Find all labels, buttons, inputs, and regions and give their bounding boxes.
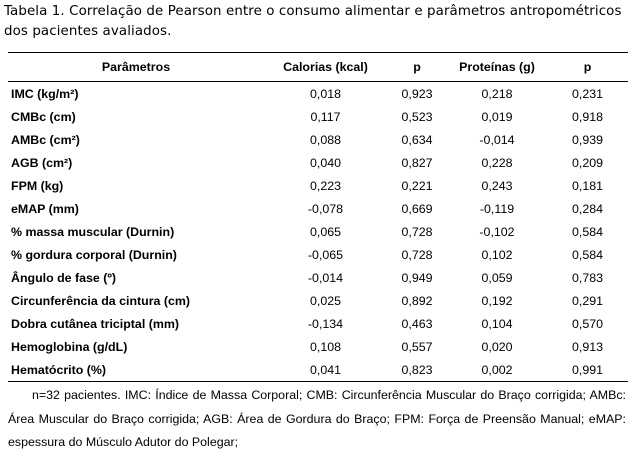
cell-proteinas: 0,020 — [481, 339, 513, 354]
table-row: FPM (kg) 0,223 0,221 0,243 0,181 — [8, 174, 628, 197]
header-row: Parâmetros Calorias (kcal) p Proteínas (… — [8, 52, 628, 82]
cell-parametro: Hemoglobina (g/dL) — [11, 339, 128, 354]
cell-p-proteinas: 0,913 — [571, 339, 603, 354]
cell-calorias: 0,108 — [309, 339, 341, 354]
cell-calorias: 0,018 — [309, 86, 341, 101]
header-calorias: Calorias (kcal) — [283, 59, 368, 74]
cell-p-proteinas: 0,284 — [571, 201, 603, 216]
header-parametros: Parâmetros — [101, 59, 171, 74]
cell-p-calorias: 0,463 — [401, 316, 433, 331]
cell-proteinas: 0,218 — [481, 86, 513, 101]
cell-p-calorias: 0,221 — [401, 178, 433, 193]
table-caption: Tabela 1. Correlação de Pearson entre o … — [4, 4, 622, 39]
cell-calorias: -0,134 — [307, 316, 344, 331]
table-row: eMAP (mm) -0,078 0,669 -0,119 0,284 — [8, 197, 628, 220]
correlation-table: Parâmetros Calorias (kcal) p Proteínas (… — [8, 52, 628, 382]
cell-calorias: -0,065 — [307, 247, 344, 262]
cell-parametro: Circunferência da cintura (cm) — [11, 293, 191, 308]
cell-parametro: eMAP (mm) — [11, 201, 79, 216]
cell-proteinas: 0,019 — [481, 109, 513, 124]
cell-p-calorias: 0,669 — [401, 201, 433, 216]
cell-proteinas: -0,102 — [479, 224, 515, 239]
cell-parametro: Ângulo de fase (º) — [11, 270, 117, 285]
cell-p-calorias: 0,892 — [401, 293, 433, 308]
cell-calorias: -0,014 — [307, 270, 344, 285]
cell-p-calorias: 0,728 — [401, 224, 433, 239]
cell-p-proteinas: 0,584 — [571, 224, 603, 239]
table-footnote: n=32 pacientes. IMC: Índice de Massa Cor… — [8, 388, 626, 449]
cell-parametro: Dobra cutânea triciptal (mm) — [11, 316, 179, 331]
cell-calorias: 0,041 — [309, 362, 341, 377]
table-row: AMBc (cm²) 0,088 0,634 -0,014 0,939 — [8, 128, 628, 151]
table-row: CMBc (cm) 0,117 0,523 0,019 0,918 — [8, 105, 628, 128]
cell-calorias: 0,040 — [309, 155, 341, 170]
table-row: IMC (kg/m²) 0,018 0,923 0,218 0,231 — [8, 82, 628, 106]
cell-p-proteinas: 0,991 — [571, 362, 603, 377]
cell-proteinas: -0,119 — [479, 201, 515, 216]
table-body: IMC (kg/m²) 0,018 0,923 0,218 0,231 CMBc (cm)… — [8, 82, 628, 382]
cell-parametro: CMBc (cm) — [11, 109, 76, 124]
cell-proteinas: 0,002 — [481, 362, 513, 377]
cell-p-proteinas: 0,783 — [571, 270, 603, 285]
cell-proteinas: 0,228 — [481, 155, 513, 170]
cell-p-proteinas: 0,181 — [571, 178, 603, 193]
header-p-proteinas: p — [583, 59, 592, 74]
cell-calorias: 0,065 — [309, 224, 341, 239]
table-row: AGB (cm²) 0,040 0,827 0,228 0,209 — [8, 151, 628, 174]
table-row: Hematócrito (%) 0,041 0,823 0,002 0,991 — [8, 358, 628, 382]
cell-p-proteinas: 0,939 — [571, 132, 603, 147]
cell-parametro: FPM (kg) — [11, 178, 64, 193]
cell-parametro: Hematócrito (%) — [11, 362, 107, 377]
header-p-calorias: p — [413, 59, 421, 74]
cell-proteinas: 0,192 — [481, 293, 513, 308]
cell-p-proteinas: 0,209 — [571, 155, 603, 170]
cell-parametro: % gordura corporal (Durnin) — [11, 247, 177, 262]
cell-parametro: IMC (kg/m²) — [11, 86, 79, 101]
cell-p-proteinas: 0,231 — [571, 86, 603, 101]
table-row: % massa muscular (Durnin) 0,065 0,728 -0,10… — [8, 220, 628, 243]
cell-proteinas: 0,243 — [481, 178, 513, 193]
cell-p-proteinas: 0,918 — [571, 109, 603, 124]
cell-proteinas: -0,014 — [479, 132, 515, 147]
cell-p-calorias: 0,949 — [401, 270, 433, 285]
cell-calorias: 0,025 — [309, 293, 341, 308]
table-row: Dobra cutânea triciptal (mm) -0,134 0,463 0… — [8, 312, 628, 335]
cell-p-proteinas: 0,584 — [571, 247, 603, 262]
cell-calorias: 0,117 — [310, 109, 341, 124]
header-proteinas: Proteínas (g) — [459, 59, 535, 74]
cell-p-calorias: 0,557 — [401, 339, 433, 354]
cell-parametro: AMBc (cm²) — [11, 132, 80, 147]
cell-parametro: % massa muscular (Durnin) — [11, 224, 175, 239]
cell-p-calorias: 0,827 — [401, 155, 433, 170]
table-row: Ângulo de fase (º) -0,014 0,949 0,059 0,783 — [8, 266, 628, 289]
cell-p-calorias: 0,634 — [401, 132, 433, 147]
correlation-table-container: Parâmetros Calorias (kcal) p Proteínas (… — [8, 52, 628, 382]
cell-p-calorias: 0,728 — [401, 247, 433, 262]
cell-parametro: AGB (cm²) — [11, 155, 73, 170]
cell-p-calorias: 0,823 — [401, 362, 433, 377]
cell-p-proteinas: 0,291 — [571, 293, 603, 308]
cell-calorias: 0,088 — [309, 132, 341, 147]
cell-calorias: 0,223 — [309, 178, 341, 193]
table-row: % gordura corporal (Durnin) -0,065 0,728 0,… — [8, 243, 628, 266]
cell-p-calorias: 0,523 — [401, 109, 433, 124]
cell-calorias: -0,078 — [307, 201, 344, 216]
table-header: Parâmetros Calorias (kcal) p Proteínas (… — [8, 52, 628, 82]
cell-proteinas: 0,059 — [481, 270, 513, 285]
cell-p-proteinas: 0,570 — [571, 316, 603, 331]
cell-proteinas: 0,104 — [481, 316, 513, 331]
table-row: Hemoglobina (g/dL) 0,108 0,557 0,020 0,913 — [8, 335, 628, 358]
cell-proteinas: 0,102 — [481, 247, 513, 262]
cell-p-calorias: 0,923 — [401, 86, 433, 101]
table-row: Circunferência da cintura (cm) 0,025 0,892… — [8, 289, 628, 312]
